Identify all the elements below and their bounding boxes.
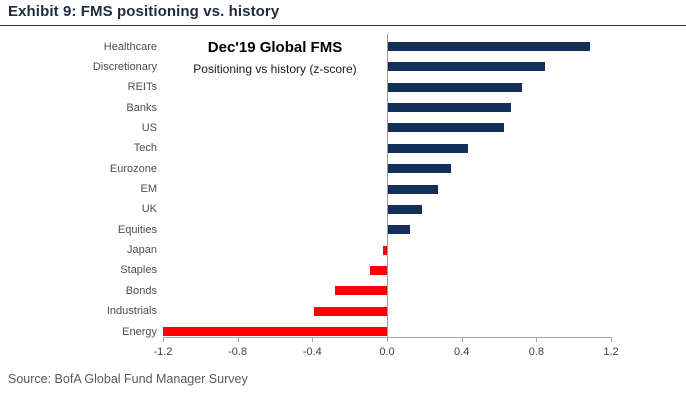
- category-label: REITs: [127, 81, 157, 94]
- x-axis-tick-label: 0.0: [379, 346, 395, 358]
- x-axis-tick: [461, 338, 463, 342]
- category-label: US: [141, 121, 157, 134]
- x-axis-tick: [237, 338, 239, 342]
- category-label: EM: [140, 183, 158, 196]
- bar-em: [388, 184, 439, 194]
- category-label: Industrials: [106, 305, 157, 318]
- bar-banks: [388, 103, 512, 113]
- x-axis-tick-label: 1.2: [603, 346, 619, 358]
- bar-healthcare: [388, 42, 590, 51]
- bar-reits: [388, 82, 523, 92]
- category-label: Energy: [122, 325, 157, 338]
- title-divider: [0, 25, 686, 26]
- x-axis-tick: [611, 338, 613, 342]
- category-label: Bonds: [125, 284, 157, 297]
- chart-title: Dec'19 Global FMS: [207, 39, 343, 56]
- exhibit-title: Exhibit 9: FMS positioning vs. history: [8, 3, 280, 20]
- zero-axis-line: [387, 34, 388, 337]
- category-label: Eurozone: [109, 162, 157, 175]
- x-axis-tick: [162, 338, 164, 342]
- x-axis-tick-label: -1.2: [153, 346, 173, 358]
- bar-staples: [370, 265, 387, 275]
- x-axis-tick-label: -0.8: [228, 346, 248, 358]
- x-axis-tick: [312, 338, 314, 342]
- bar-us: [388, 123, 504, 133]
- bar-energy: [162, 327, 387, 337]
- chart-subtitle: Positioning vs history (z-score): [193, 62, 357, 76]
- bar-equities: [388, 225, 411, 235]
- bar-bonds: [334, 286, 387, 296]
- source-attribution: Source: BofA Global Fund Manager Survey: [8, 372, 248, 386]
- category-label: Banks: [126, 101, 157, 114]
- x-axis-tick: [536, 338, 538, 342]
- x-axis-tick-label: -0.4: [302, 346, 322, 358]
- x-axis-tick-label: 0.8: [528, 346, 545, 358]
- category-label: Healthcare: [103, 40, 157, 53]
- category-label: UK: [141, 203, 157, 216]
- category-label: Staples: [120, 264, 157, 277]
- category-label: Japan: [127, 244, 157, 257]
- category-label: Discretionary: [92, 60, 157, 73]
- bar-discretionary: [388, 62, 545, 72]
- x-axis-tick: [387, 338, 388, 342]
- category-label: Tech: [133, 142, 157, 155]
- bar-industrials: [314, 306, 387, 316]
- bar-japan: [383, 245, 387, 255]
- bar-uk: [388, 204, 422, 214]
- x-axis-line: [162, 337, 613, 338]
- bar-eurozone: [388, 164, 452, 174]
- x-axis-tick-label: 0.4: [454, 346, 470, 358]
- category-label: Equities: [117, 223, 157, 236]
- bar-tech: [388, 143, 469, 153]
